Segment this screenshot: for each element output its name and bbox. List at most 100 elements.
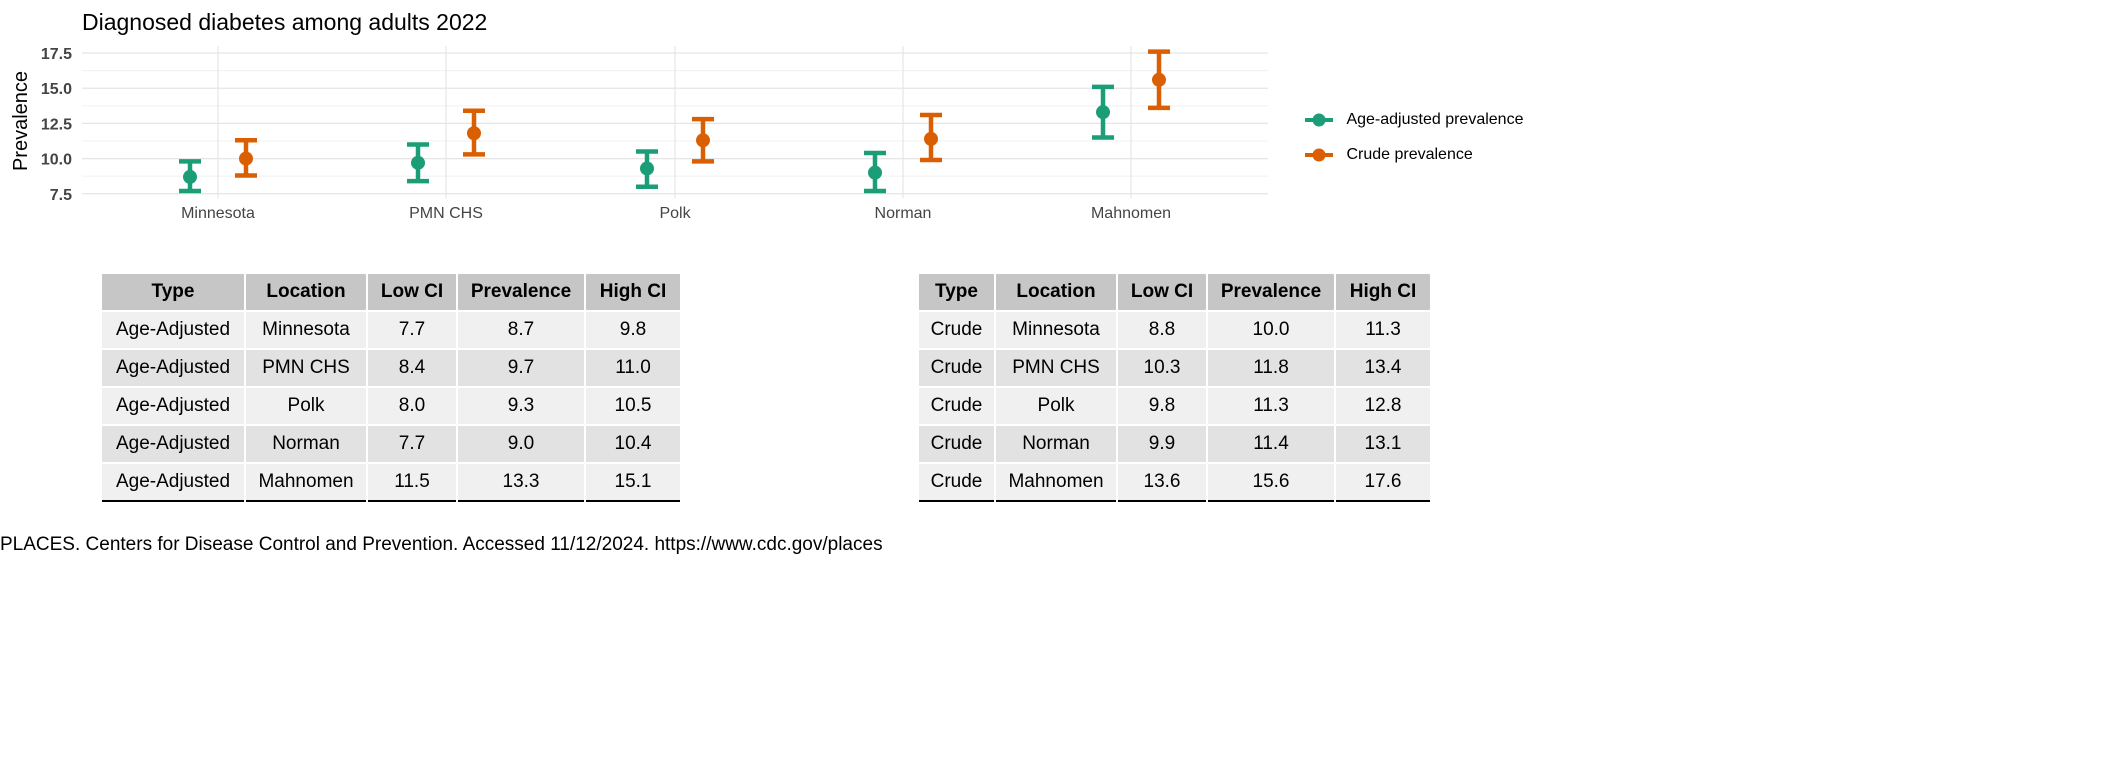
y-tick-label: 10.0: [41, 152, 72, 169]
table-header-row: Type Location Low CI Prevalence High CI: [102, 274, 680, 312]
cell-prevalence: 8.7: [458, 312, 584, 350]
cell-high-ci: 10.4: [586, 426, 680, 464]
header-prevalence: Prevalence: [458, 274, 584, 312]
x-tick-label: Polk: [659, 205, 691, 222]
table-row: Age-Adjusted Mahnomen 11.5 13.3 15.1: [102, 464, 680, 502]
legend-swatch-age-adjusted: [1305, 113, 1333, 127]
header-prevalence: Prevalence: [1208, 274, 1334, 312]
table-row: Crude Norman 9.9 11.4 13.1: [919, 426, 1430, 464]
cell-prevalence: 11.3: [1208, 388, 1334, 426]
table-row: Crude Mahnomen 13.6 15.6 17.6: [919, 464, 1430, 502]
header-location: Location: [246, 274, 366, 312]
legend-label-age-adjusted: Age-adjusted prevalence: [1346, 111, 1524, 128]
header-low-ci: Low CI: [368, 274, 456, 312]
table-row: Age-Adjusted Norman 7.7 9.0 10.4: [102, 426, 680, 464]
x-tick-label: Norman: [875, 205, 932, 222]
cell-high-ci: 10.5: [586, 388, 680, 426]
cell-location: PMN CHS: [996, 350, 1116, 388]
cell-low-ci: 9.8: [1118, 388, 1206, 426]
cell-high-ci: 15.1: [586, 464, 680, 502]
table-row: Crude PMN CHS 10.3 11.8 13.4: [919, 350, 1430, 388]
x-axis-ticks: Minnesota PMN CHS Polk Norman Mahnomen: [181, 205, 1171, 222]
cell-low-ci: 8.4: [368, 350, 456, 388]
table-row: Age-Adjusted PMN CHS 8.4 9.7 11.0: [102, 350, 680, 388]
cell-type: Age-Adjusted: [102, 312, 244, 350]
header-high-ci: High CI: [586, 274, 680, 312]
cell-high-ci: 17.6: [1336, 464, 1430, 502]
cell-location: Norman: [996, 426, 1116, 464]
header-type: Type: [919, 274, 994, 312]
y-tick-label: 15.0: [41, 81, 72, 98]
cell-prevalence: 10.0: [1208, 312, 1334, 350]
cell-type: Age-Adjusted: [102, 464, 244, 502]
table-row: Age-Adjusted Polk 8.0 9.3 10.5: [102, 388, 680, 426]
header-type: Type: [102, 274, 244, 312]
header-high-ci: High CI: [1336, 274, 1430, 312]
header-low-ci: Low CI: [1118, 274, 1206, 312]
cell-location: Minnesota: [246, 312, 366, 350]
x-tick-label: PMN CHS: [409, 205, 483, 222]
cell-location: Minnesota: [996, 312, 1116, 350]
cell-type: Crude: [919, 312, 994, 350]
crude-table: Type Location Low CI Prevalence High CI …: [917, 274, 1432, 502]
cell-prevalence: 15.6: [1208, 464, 1334, 502]
cell-type: Crude: [919, 388, 994, 426]
legend-item-crude: Crude prevalence: [1304, 145, 1473, 165]
cell-location: Norman: [246, 426, 366, 464]
point-age-adjusted: [868, 165, 882, 180]
cell-prevalence: 13.3: [458, 464, 584, 502]
legend-label-crude: Crude prevalence: [1346, 146, 1473, 163]
x-tick-label: Mahnomen: [1091, 205, 1171, 222]
point-age-adjusted: [411, 155, 425, 170]
chart-title: Diagnosed diabetes among adults 2022: [82, 9, 487, 35]
cell-high-ci: 11.0: [586, 350, 680, 388]
legend-swatch-crude: [1305, 148, 1333, 162]
chart: Diagnosed diabetes among adults 2022 Pre…: [10, 9, 1268, 222]
cell-type: Crude: [919, 350, 994, 388]
point-crude: [696, 133, 710, 148]
cell-prevalence: 9.7: [458, 350, 584, 388]
cell-type: Age-Adjusted: [102, 350, 244, 388]
cell-low-ci: 9.9: [1118, 426, 1206, 464]
cell-low-ci: 13.6: [1118, 464, 1206, 502]
point-age-adjusted: [183, 169, 197, 184]
cell-prevalence: 11.8: [1208, 350, 1334, 388]
cell-high-ci: 11.3: [1336, 312, 1430, 350]
table-row: Crude Polk 9.8 11.3 12.8: [919, 388, 1430, 426]
cell-high-ci: 12.8: [1336, 388, 1430, 426]
cell-location: PMN CHS: [246, 350, 366, 388]
point-crude: [239, 151, 253, 166]
y-axis-label: Prevalence: [10, 71, 32, 171]
cell-low-ci: 8.8: [1118, 312, 1206, 350]
cell-prevalence: 9.0: [458, 426, 584, 464]
cell-low-ci: 10.3: [1118, 350, 1206, 388]
cell-type: Age-Adjusted: [102, 388, 244, 426]
cell-type: Age-Adjusted: [102, 426, 244, 464]
chart-marks: [179, 49, 1170, 194]
cell-prevalence: 11.4: [1208, 426, 1334, 464]
cell-location: Polk: [996, 388, 1116, 426]
cell-type: Crude: [919, 426, 994, 464]
cell-low-ci: 7.7: [368, 312, 456, 350]
cell-low-ci: 8.0: [368, 388, 456, 426]
point-crude: [1152, 72, 1166, 87]
y-axis-ticks: 7.5 10.0 12.5 15.0 17.5: [41, 46, 72, 204]
age-adjusted-table: Type Location Low CI Prevalence High CI …: [100, 274, 682, 502]
point-crude: [924, 131, 938, 146]
cell-low-ci: 11.5: [368, 464, 456, 502]
cell-low-ci: 7.7: [368, 426, 456, 464]
table-row: Crude Minnesota 8.8 10.0 11.3: [919, 312, 1430, 350]
point-age-adjusted: [1096, 105, 1110, 120]
cell-high-ci: 13.1: [1336, 426, 1430, 464]
cell-location: Polk: [246, 388, 366, 426]
point-age-adjusted: [640, 161, 654, 176]
cell-location: Mahnomen: [996, 464, 1116, 502]
x-tick-label: Minnesota: [181, 205, 255, 222]
source-note: PLACES. Centers for Disease Control and …: [0, 534, 883, 555]
y-tick-label: 17.5: [41, 46, 72, 63]
legend-item-age-adjusted: Age-adjusted prevalence: [1304, 110, 1523, 130]
y-tick-label: 12.5: [41, 116, 72, 133]
cell-high-ci: 9.8: [586, 312, 680, 350]
header-location: Location: [996, 274, 1116, 312]
grid-layer: [82, 46, 1268, 198]
